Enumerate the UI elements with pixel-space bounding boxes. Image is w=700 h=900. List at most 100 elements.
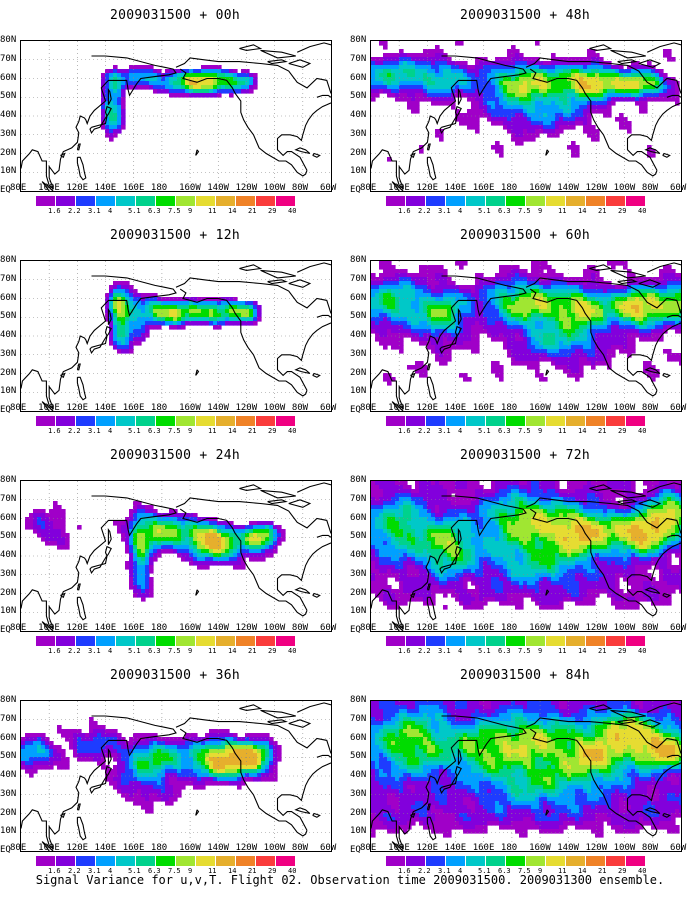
latitude-label: 10N: [0, 166, 17, 177]
longitude-label: 100W: [263, 843, 286, 853]
map-svg: [21, 41, 331, 191]
colorbar-swatch: [136, 416, 155, 426]
map-svg: [371, 701, 681, 851]
colorbar-swatch: [276, 636, 295, 646]
colorbar-swatch: [546, 856, 565, 866]
map-svg: [21, 481, 331, 631]
colorbar-label: 29: [268, 207, 277, 215]
colorbar-label: 11: [558, 647, 567, 655]
map-svg: [21, 261, 331, 411]
latitude-label: 30N: [0, 128, 17, 139]
latitude-label: 80N: [0, 695, 17, 705]
colorbar-label: 29: [618, 867, 627, 875]
longitude-label: 160E: [122, 843, 145, 853]
latitude-label: 80N: [0, 255, 17, 265]
colorbar-label: 1.6: [48, 207, 61, 215]
colorbar-swatch: [36, 636, 55, 646]
longitude-label: 80W: [641, 623, 659, 633]
colorbar-label: 3.1: [88, 647, 101, 655]
colorbar-swatch: [426, 856, 445, 866]
colorbar-label: 2.2: [418, 647, 431, 655]
colorbar-label: 40: [288, 427, 297, 435]
colorbar-swatch: [56, 856, 75, 866]
colorbar-label: 40: [288, 647, 297, 655]
longitude-label: 120E: [416, 623, 439, 633]
colorbar-swatch: [156, 196, 175, 206]
colorbar-swatch: [156, 416, 175, 426]
colorbar-swatch: [216, 856, 235, 866]
longitude-label: 60W: [670, 403, 687, 413]
colorbar-label: 14: [228, 867, 237, 875]
colorbar-swatch: [586, 416, 605, 426]
latitude-label: 70N: [350, 53, 367, 64]
longitude-label: 100E: [38, 403, 60, 413]
colorbar-label: 7.5: [168, 207, 181, 215]
colorbar-swatch: [96, 636, 115, 646]
colorbar-swatch: [406, 856, 425, 866]
longitude-label: 140W: [557, 623, 579, 633]
longitude-label: 180: [500, 183, 518, 193]
colorbar-label: 11: [208, 867, 217, 875]
colorbar-swatch: [386, 636, 405, 646]
colorbar-swatch: [426, 196, 445, 206]
colorbar-swatch: [196, 416, 215, 426]
latitude-label: 50N: [350, 751, 367, 762]
colorbar-label: 21: [248, 427, 257, 435]
colorbar-swatch: [116, 636, 135, 646]
panel-title: 2009031500 + 24h: [109, 448, 241, 463]
colorbar-swatch: [566, 196, 585, 206]
colorbar-swatch: [606, 636, 625, 646]
longitude-label: 60W: [320, 623, 337, 633]
colorbar-label: 5.1: [128, 647, 141, 655]
latitude-label: 70N: [350, 713, 367, 724]
latitude-label: 60N: [350, 512, 367, 523]
colorbar-label: 5.1: [478, 647, 491, 655]
colorbar-swatch: [586, 636, 605, 646]
colorbar-label: 1.6: [398, 647, 411, 655]
latitude-label: 80N: [0, 475, 17, 485]
latitude-label: 50N: [0, 311, 17, 322]
colorbar-label: 7.5: [168, 647, 181, 655]
map-area: [370, 700, 682, 852]
longitude-label: 80E: [360, 183, 377, 193]
latitude-label: 50N: [350, 531, 367, 542]
forecast-panel: 2009031500 + 00h 80N 70N 60N 50N 40N 30N 20N 10N…: [0, 0, 350, 225]
colorbar-swatch: [526, 856, 545, 866]
latitude-label: EQ: [0, 625, 11, 635]
latitude-label: 40N: [0, 770, 17, 780]
latitude-label: 40N: [0, 330, 17, 340]
colorbar-label: 11: [558, 867, 567, 875]
colorbar-swatch: [506, 856, 525, 866]
latitude-label: 80N: [350, 255, 367, 265]
longitude-label: 180: [500, 403, 518, 413]
latitude-label: 30N: [0, 788, 17, 799]
longitude-label: 60W: [320, 183, 337, 193]
colorbar-label: 9: [188, 647, 193, 655]
colorbar-swatch: [96, 416, 115, 426]
colorbar-label: 7.5: [168, 867, 181, 875]
panel-title: 2009031500 + 48h: [459, 8, 591, 23]
colorbar-label: 11: [208, 207, 217, 215]
colorbar-label: 40: [638, 647, 647, 655]
longitude-label: 120E: [416, 183, 439, 193]
colorbar-swatch: [626, 856, 645, 866]
latitude-label: 80N: [350, 475, 367, 485]
longitude-label: 80W: [641, 183, 659, 193]
colorbar-label: 5.1: [128, 867, 141, 875]
longitude-label: 60W: [320, 403, 337, 413]
colorbar-label: 11: [558, 207, 567, 215]
longitude-label: 80E: [10, 843, 27, 853]
longitude-label: 120W: [235, 403, 258, 413]
longitude-label: 120E: [66, 183, 89, 193]
longitude-label: 160W: [179, 403, 201, 413]
colorbar-swatch: [466, 856, 485, 866]
colorbar-swatch: [36, 196, 55, 206]
colorbar-label: 3.1: [88, 427, 101, 435]
colorbar-swatch: [626, 196, 645, 206]
longitude-label: 160E: [472, 183, 495, 193]
latitude-label: 60N: [0, 292, 17, 303]
latitude-label: 10N: [0, 606, 17, 617]
longitude-label: 60W: [670, 623, 687, 633]
longitude-label: 120W: [585, 623, 608, 633]
latitude-label: 10N: [350, 386, 367, 397]
